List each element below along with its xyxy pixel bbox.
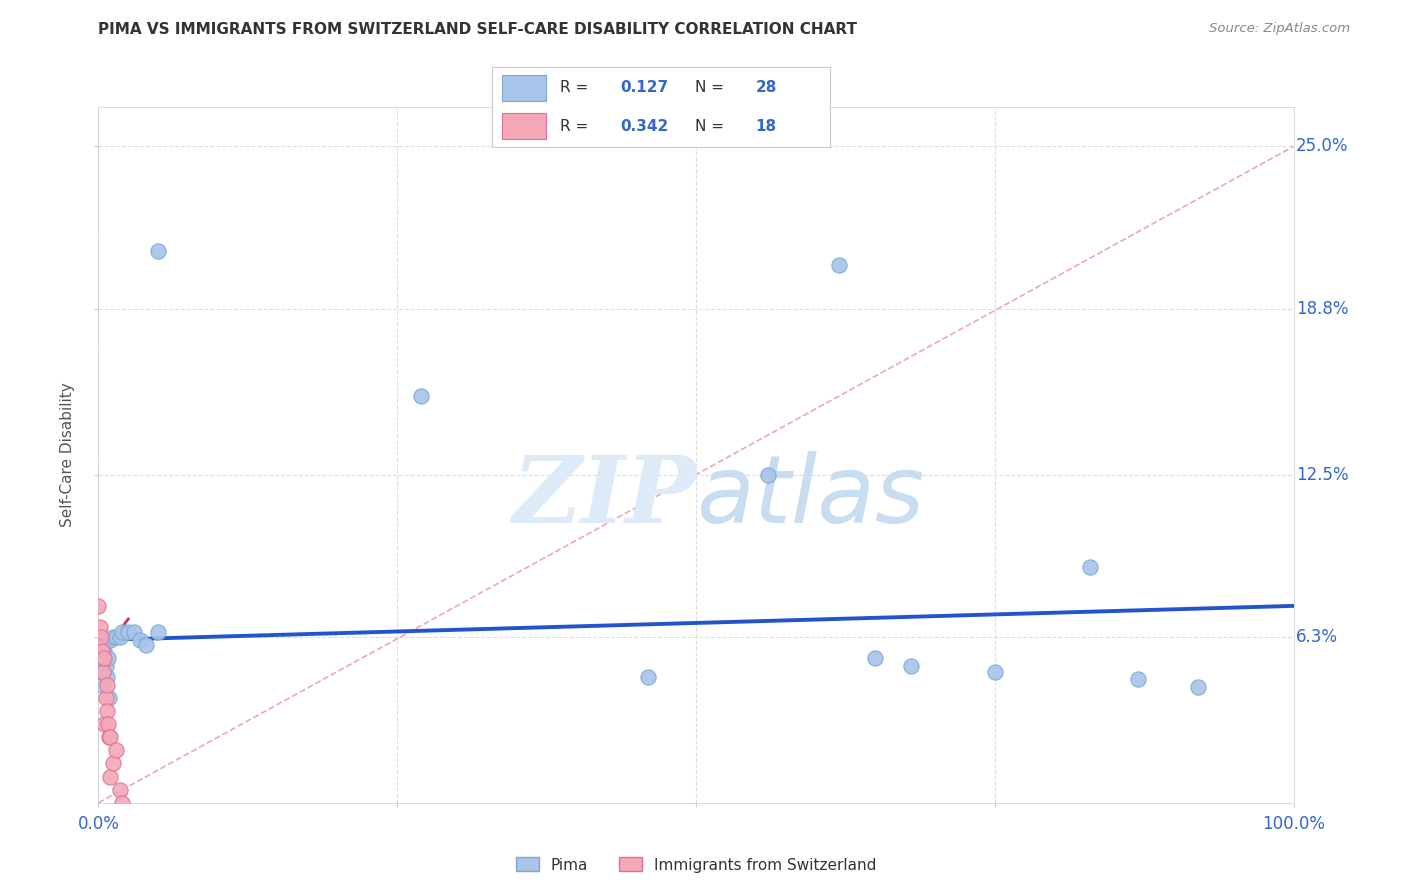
- Point: [93, 643, 115, 657]
- Point: [98, 730, 121, 744]
- Point: [97, 651, 120, 665]
- Point: [135, 638, 157, 652]
- FancyBboxPatch shape: [502, 113, 546, 139]
- Point: [828, 258, 851, 272]
- Point: [101, 756, 124, 771]
- Point: [93, 651, 115, 665]
- Point: [96, 670, 118, 684]
- Point: [148, 244, 170, 259]
- Text: 28: 28: [755, 80, 776, 95]
- Point: [108, 782, 131, 797]
- Point: [93, 717, 115, 731]
- Text: 18: 18: [755, 119, 776, 134]
- Point: [97, 717, 120, 731]
- Point: [91, 678, 114, 692]
- Point: [111, 796, 134, 810]
- Point: [98, 633, 122, 648]
- Point: [105, 631, 128, 645]
- Point: [129, 633, 152, 648]
- Point: [94, 690, 117, 705]
- Text: N =: N =: [695, 119, 728, 134]
- Point: [98, 770, 122, 784]
- Point: [1080, 559, 1102, 574]
- Point: [411, 389, 433, 403]
- Point: [91, 665, 114, 679]
- Y-axis label: Self-Care Disability: Self-Care Disability: [60, 383, 75, 527]
- Point: [91, 643, 114, 657]
- Text: 25.0%: 25.0%: [1296, 137, 1348, 155]
- Point: [900, 659, 922, 673]
- Text: Source: ZipAtlas.com: Source: ZipAtlas.com: [1209, 22, 1350, 36]
- Legend: Pima, Immigrants from Switzerland: Pima, Immigrants from Switzerland: [509, 851, 883, 879]
- Text: 18.8%: 18.8%: [1296, 301, 1348, 318]
- Point: [105, 743, 128, 757]
- Point: [96, 678, 118, 692]
- Point: [89, 620, 111, 634]
- Text: N =: N =: [695, 80, 728, 95]
- Point: [1128, 673, 1150, 687]
- Text: atlas: atlas: [696, 451, 924, 542]
- Text: R =: R =: [560, 80, 593, 95]
- Text: 0.342: 0.342: [620, 119, 669, 134]
- Point: [756, 467, 779, 482]
- Point: [101, 631, 124, 645]
- Text: 12.5%: 12.5%: [1296, 466, 1348, 483]
- Point: [124, 625, 146, 640]
- Point: [87, 599, 110, 613]
- Point: [98, 730, 122, 744]
- Point: [863, 651, 886, 665]
- Point: [1187, 680, 1209, 694]
- Text: 0.127: 0.127: [620, 80, 668, 95]
- Point: [98, 690, 121, 705]
- Point: [94, 659, 117, 673]
- Point: [108, 631, 131, 645]
- Point: [148, 625, 170, 640]
- Point: [91, 665, 114, 679]
- Text: PIMA VS IMMIGRANTS FROM SWITZERLAND SELF-CARE DISABILITY CORRELATION CHART: PIMA VS IMMIGRANTS FROM SWITZERLAND SELF…: [98, 22, 858, 37]
- Point: [117, 625, 139, 640]
- Point: [111, 625, 134, 640]
- Text: R =: R =: [560, 119, 593, 134]
- FancyBboxPatch shape: [502, 75, 546, 101]
- Point: [96, 704, 118, 718]
- Point: [90, 631, 112, 645]
- Point: [983, 665, 1005, 679]
- Point: [637, 670, 659, 684]
- Text: 6.3%: 6.3%: [1296, 628, 1339, 647]
- Text: ZIP: ZIP: [512, 451, 696, 541]
